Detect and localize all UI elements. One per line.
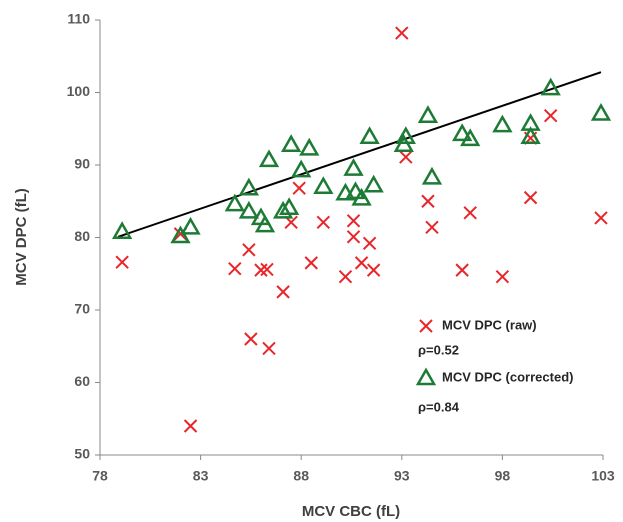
marker-triangle <box>111 221 133 239</box>
marker-x <box>362 236 377 251</box>
marker-triangle <box>258 149 280 168</box>
marker-triangle <box>540 77 561 96</box>
x-tick-label: 98 <box>495 468 511 484</box>
marker-x <box>543 108 558 123</box>
x-tick-label: 93 <box>394 468 410 484</box>
annotation: ρ=0.84 <box>418 399 460 414</box>
marker-x <box>354 256 369 270</box>
marker-triangle <box>417 105 439 123</box>
marker-x <box>244 332 258 346</box>
annotation: ρ=0.52 <box>418 342 459 357</box>
marker-triangle <box>180 216 201 235</box>
marker-x <box>346 214 361 228</box>
x-tick-label: 83 <box>193 468 209 484</box>
marker-x <box>316 215 331 229</box>
marker-x <box>115 255 129 269</box>
marker-triangle <box>351 187 372 206</box>
marker-triangle <box>345 181 366 200</box>
marker-triangle <box>238 200 260 219</box>
marker-triangle <box>238 177 260 196</box>
marker-x <box>292 181 306 195</box>
marker-triangle <box>590 103 612 121</box>
marker-triangle <box>313 176 334 194</box>
marker-x <box>338 269 353 284</box>
marker-x <box>228 261 242 276</box>
marker-x <box>419 319 433 333</box>
marker-triangle <box>492 114 513 133</box>
y-axis-label: MCV DPC (fL) <box>13 188 30 286</box>
y-tick-label: 110 <box>67 11 90 27</box>
marker-x <box>421 194 435 208</box>
marker-triangle <box>460 128 481 147</box>
y-tick-label: 70 <box>74 301 90 317</box>
marker-x <box>425 220 439 235</box>
marker-x <box>260 262 274 277</box>
y-tick-label: 50 <box>74 446 90 462</box>
legend-label: MCV DPC (corrected) <box>442 369 573 384</box>
marker-x <box>395 26 409 40</box>
x-axis-label: MCV CBC (fL) <box>302 503 400 520</box>
marker-x <box>455 263 469 277</box>
x-tick-label: 103 <box>591 468 615 484</box>
y-tick-label: 90 <box>74 156 90 172</box>
marker-x <box>346 230 361 244</box>
marker-x <box>495 269 510 284</box>
x-tick-label: 78 <box>92 468 108 484</box>
y-tick-label: 60 <box>74 373 90 389</box>
marker-triangle <box>280 134 302 152</box>
marker-triangle <box>224 193 245 212</box>
marker-triangle <box>343 158 364 176</box>
y-tick-label: 100 <box>67 83 91 99</box>
marker-triangle <box>415 367 437 386</box>
marker-x <box>594 211 608 225</box>
marker-triangle <box>299 137 320 156</box>
marker-x <box>276 285 290 299</box>
marker-triangle <box>395 126 416 144</box>
marker-triangle <box>452 123 473 142</box>
marker-x <box>523 190 538 205</box>
legend-label: MCV DPC (raw) <box>442 317 537 332</box>
x-tick-label: 88 <box>293 468 309 484</box>
marker-x <box>183 419 198 433</box>
marker-triangle <box>254 214 276 233</box>
marker-triangle <box>170 225 191 244</box>
trendline <box>117 71 602 238</box>
marker-triangle <box>520 126 541 144</box>
marker-triangle <box>278 197 300 216</box>
y-tick-label: 80 <box>74 228 90 244</box>
marker-x <box>463 206 477 220</box>
marker-x <box>262 341 276 356</box>
marker-triangle <box>421 166 443 185</box>
marker-x <box>304 256 318 270</box>
marker-x <box>242 243 256 257</box>
marker-triangle <box>291 159 312 178</box>
marker-triangle <box>359 126 380 144</box>
marker-x <box>366 263 381 277</box>
marker-triangle <box>363 174 384 193</box>
marker-triangle <box>272 200 294 219</box>
marker-x <box>399 150 413 164</box>
